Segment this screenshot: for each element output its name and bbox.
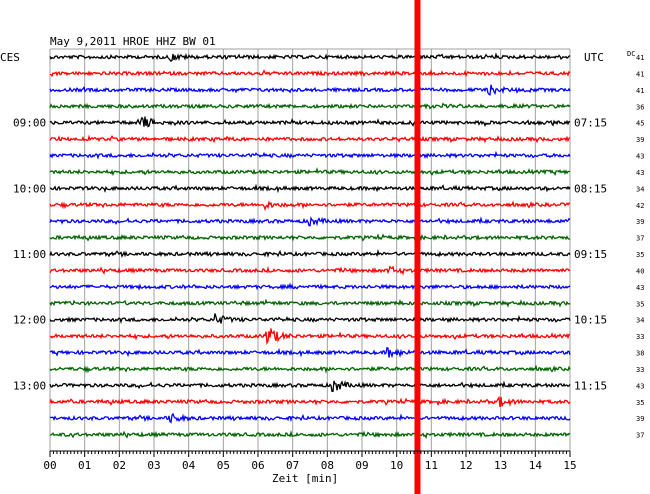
dc-offset-value: 34 xyxy=(636,185,644,193)
x-axis-label: Zeit [min] xyxy=(272,472,338,485)
seismic-trace xyxy=(49,233,570,243)
left-hour-labels: 09:00 10:00 11:00 12:00 13:00 xyxy=(13,117,46,393)
dc-offset-value: 41 xyxy=(636,87,644,95)
dc-offset-value: 39 xyxy=(636,415,644,423)
grid xyxy=(49,48,571,451)
dc-offset-value: 39 xyxy=(636,136,644,144)
right-hour-label: 10:15 xyxy=(574,314,607,327)
left-hour-label: 09:00 xyxy=(13,117,46,130)
seismic-trace xyxy=(49,102,571,110)
x-tick-label: 13 xyxy=(494,459,507,472)
x-tick-label: 08 xyxy=(321,459,334,472)
dc-offset-value: 41 xyxy=(636,54,644,62)
x-tick-label: 01 xyxy=(78,459,91,472)
dc-offset-value: 43 xyxy=(636,284,644,292)
x-tick-label: 02 xyxy=(113,459,126,472)
trace-area xyxy=(49,52,571,440)
seismic-trace xyxy=(49,200,571,212)
left-hour-label: 10:00 xyxy=(13,182,46,195)
dc-offset-value: 35 xyxy=(636,399,644,407)
left-hour-label: 11:00 xyxy=(13,248,46,261)
seismic-trace xyxy=(49,328,570,346)
right-hour-label: 09:15 xyxy=(574,248,607,261)
dc-offset-value: 33 xyxy=(636,333,644,341)
x-tick-label: 07 xyxy=(286,459,299,472)
seismic-trace xyxy=(49,68,571,78)
seismic-trace xyxy=(49,183,571,194)
right-hour-labels: 07:15 08:15 09:15 10:15 11:15 xyxy=(574,117,607,393)
x-tick-label: 06 xyxy=(251,459,264,472)
x-tick-label: 00 xyxy=(43,459,56,472)
right-hour-label: 11:15 xyxy=(574,379,607,392)
x-tick-label: 15 xyxy=(563,459,576,472)
dc-offset-value: 40 xyxy=(636,267,644,275)
dc-offset-value: 36 xyxy=(636,103,644,111)
dc-offset-value: 37 xyxy=(636,432,644,440)
seismic-trace xyxy=(49,167,571,177)
left-hour-label: 12:00 xyxy=(13,314,46,327)
right-hour-label: 07:15 xyxy=(574,117,607,130)
dc-offset-value: 45 xyxy=(636,120,644,128)
x-tick-label: 14 xyxy=(529,459,543,472)
seismic-trace xyxy=(49,248,571,258)
seismic-trace xyxy=(49,395,571,408)
seismic-trace xyxy=(49,346,571,359)
x-tick-label: 04 xyxy=(182,459,196,472)
seismic-trace xyxy=(49,150,571,160)
dc-offset-value: 41 xyxy=(636,70,644,78)
seismic-trace xyxy=(49,313,571,325)
seismic-trace xyxy=(49,282,571,292)
dc-offset-value: 43 xyxy=(636,169,644,177)
chart-title: May 9,2011 HROE HHZ BW 01 xyxy=(50,35,216,48)
time-marker xyxy=(414,0,421,494)
left-hour-label: 13:00 xyxy=(13,379,46,392)
seismic-trace xyxy=(49,84,571,96)
right-hour-label: 08:15 xyxy=(574,182,607,195)
seismic-trace xyxy=(49,298,571,308)
seismic-trace xyxy=(49,412,571,424)
x-tick-label: 12 xyxy=(459,459,472,472)
left-zone-label: CES xyxy=(0,51,20,64)
dc-offset-value: 39 xyxy=(636,218,644,226)
seismic-trace xyxy=(49,430,571,440)
seismic-trace xyxy=(49,265,571,276)
dc-offset-value: 38 xyxy=(636,350,644,358)
x-tick-label: 03 xyxy=(147,459,160,472)
x-tick-label: 10 xyxy=(390,459,403,472)
dc-offset-value: 35 xyxy=(636,251,644,259)
seismic-trace xyxy=(49,116,571,128)
time-axis: 00 01 02 03 04 05 06 07 08 09 10 11 12 13 14 15 xyxy=(43,450,577,472)
dc-offset-value: 35 xyxy=(636,300,644,308)
right-zone-label: UTC xyxy=(584,51,604,64)
dc-offsets: 41 41 41 36 45 39 43 43 34 42 39 37 35 40 43 35 34 33 38 33… xyxy=(636,54,644,440)
dc-offset-value: 33 xyxy=(636,366,644,374)
seismic-trace xyxy=(49,364,571,374)
seismic-trace xyxy=(49,52,571,63)
seismic-trace xyxy=(49,216,571,227)
dc-offset-value: 34 xyxy=(636,317,644,325)
dc-label: DC xyxy=(627,50,635,58)
seismic-trace xyxy=(49,134,571,144)
x-tick-label: 09 xyxy=(355,459,368,472)
seismic-trace xyxy=(49,380,571,393)
x-tick-label: 05 xyxy=(217,459,230,472)
dc-offset-value: 43 xyxy=(636,382,644,390)
x-tick-label: 11 xyxy=(425,459,438,472)
dc-offset-value: 42 xyxy=(636,202,644,210)
dc-offset-value: 37 xyxy=(636,235,644,243)
dc-offset-value: 43 xyxy=(636,153,644,161)
marker-layer xyxy=(414,0,421,494)
